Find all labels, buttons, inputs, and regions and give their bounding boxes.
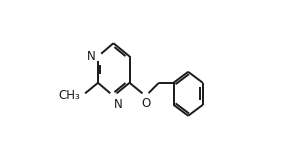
Text: O: O bbox=[141, 97, 150, 110]
Text: N: N bbox=[87, 50, 96, 63]
Text: N: N bbox=[114, 98, 123, 111]
Text: CH₃: CH₃ bbox=[59, 90, 80, 103]
